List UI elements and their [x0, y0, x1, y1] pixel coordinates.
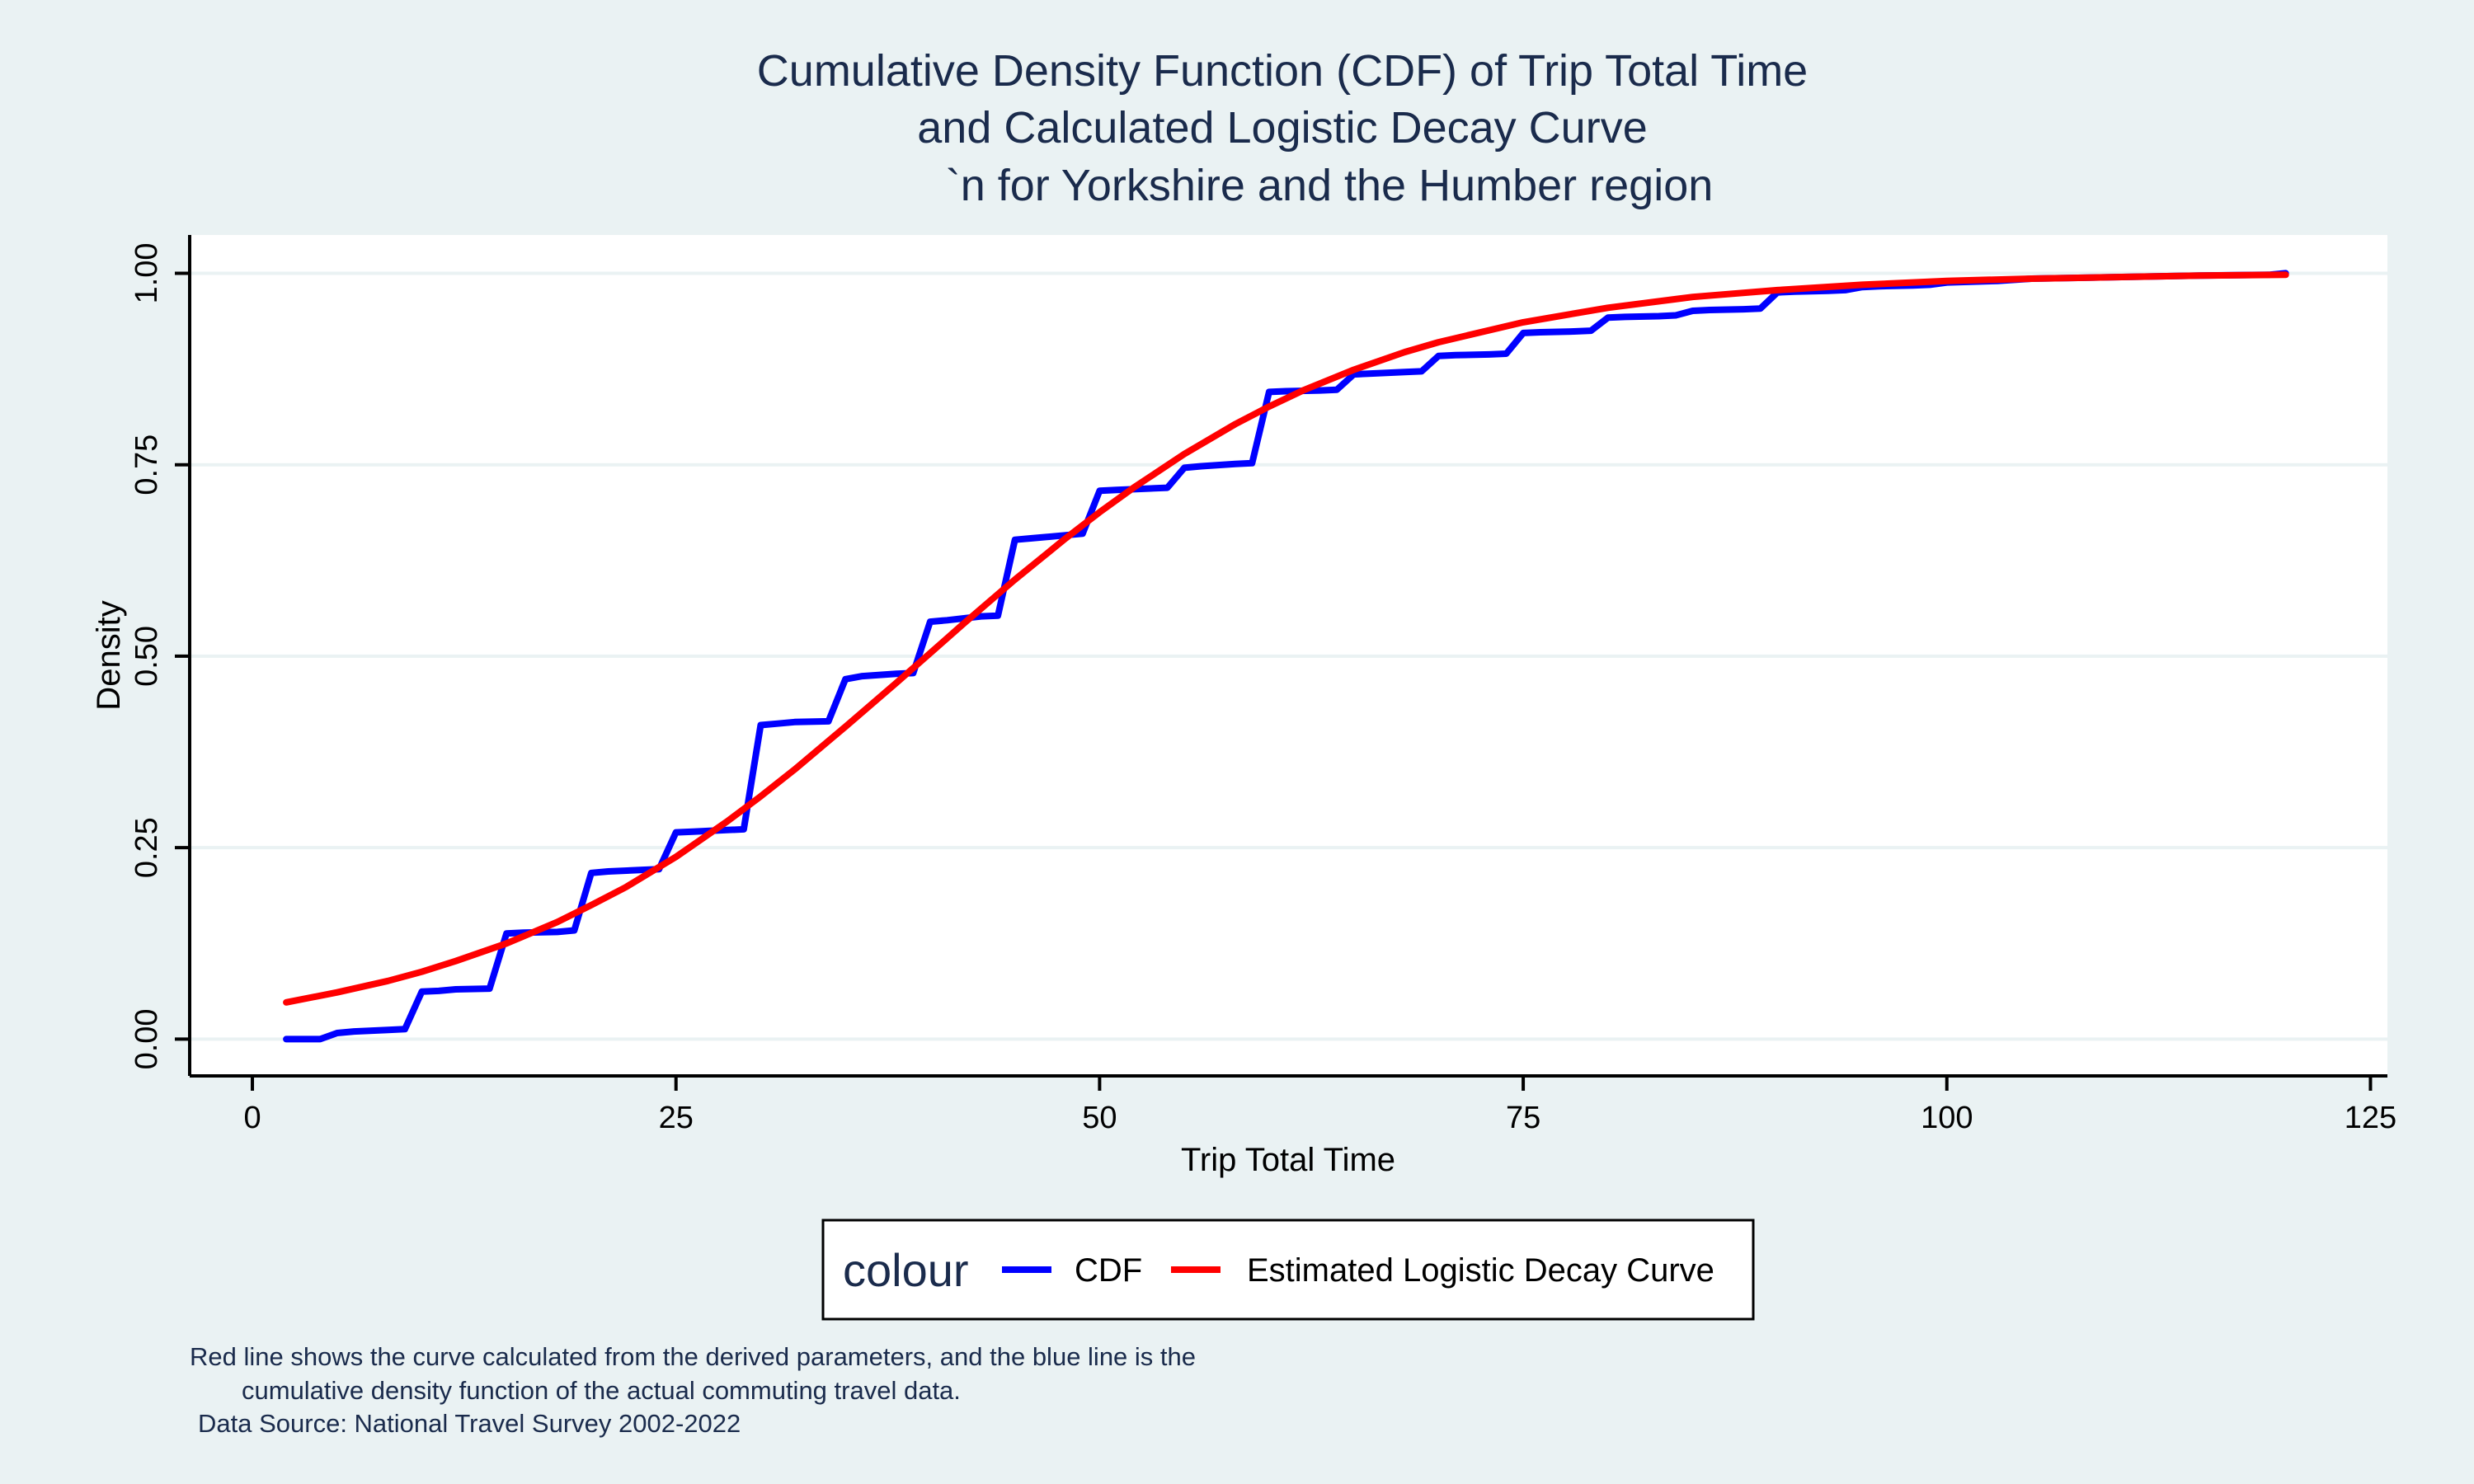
- legend-title: colour: [843, 1244, 969, 1296]
- y-tick-label: 1.00: [129, 242, 164, 303]
- x-tick-label: 50: [1082, 1101, 1117, 1135]
- y-tick-label: 0.75: [129, 434, 164, 495]
- y-axis-ticks: 0.00 0.25 0.50 0.75 1.00: [129, 242, 190, 1069]
- series-line-logistic-decay: [283, 271, 2289, 1006]
- x-tick-label: 125: [2345, 1101, 2396, 1135]
- chart-title: Cumulative Density Function (CDF) of Tri…: [757, 46, 1808, 210]
- legend-label-logistic: Estimated Logistic Decay Curve: [1247, 1252, 1714, 1289]
- x-axis-ticks: 0 25 50 75 100 125: [243, 1076, 2396, 1135]
- y-tick-label: 0.00: [129, 1008, 164, 1069]
- x-axis-title: Trip Total Time: [1181, 1142, 1395, 1178]
- x-tick-label: 25: [659, 1101, 694, 1135]
- y-axis-title: Density: [91, 600, 127, 710]
- x-tick-label: 75: [1506, 1101, 1540, 1135]
- note-line-1: Red line shows the curve calculated from…: [190, 1342, 1196, 1371]
- y-tick-label: 0.25: [129, 817, 164, 878]
- chart-title-line-2: and Calculated Logistic Decay Curve: [917, 103, 1647, 153]
- x-tick-label: 0: [243, 1101, 261, 1135]
- note-line-3: Data Source: National Travel Survey 2002…: [198, 1409, 741, 1438]
- x-tick-label: 100: [1921, 1101, 1973, 1135]
- legend: colour CDF Estimated Logistic Decay Curv…: [821, 1219, 1755, 1321]
- legend-label-cdf: CDF: [1075, 1252, 1142, 1289]
- chart-title-line-1: Cumulative Density Function (CDF) of Tri…: [757, 46, 1808, 96]
- note-line-2: cumulative density function of the actua…: [242, 1376, 961, 1405]
- chart-title-line-3: `n for Yorkshire and the Humber region: [946, 161, 1714, 210]
- legend-box: [821, 1219, 1755, 1321]
- y-tick-label: 0.50: [129, 626, 164, 687]
- grid-lines: [190, 271, 2387, 1041]
- series-layer: [283, 270, 2289, 1043]
- caption-notes: Red line shows the curve calculated from…: [190, 1342, 1196, 1438]
